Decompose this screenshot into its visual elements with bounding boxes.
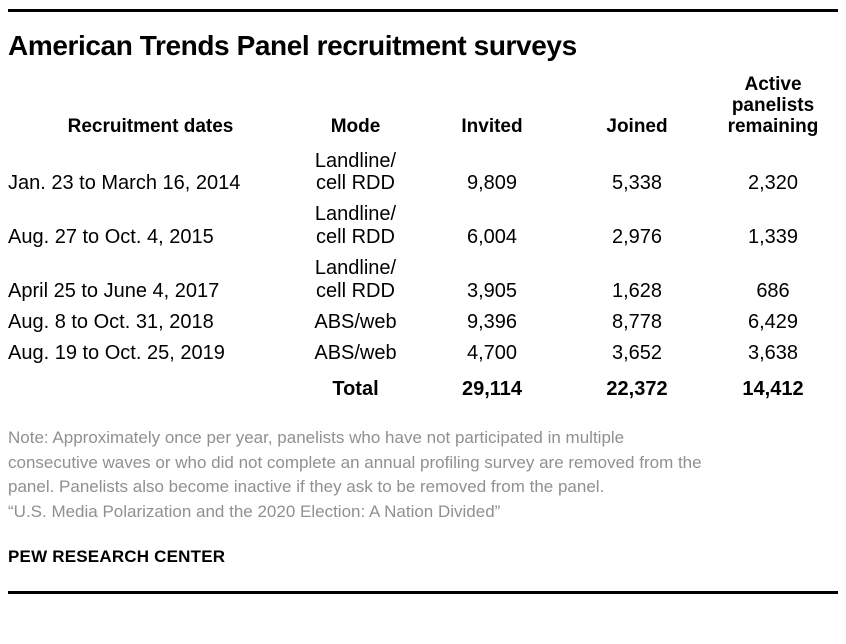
- active-cell: 1,339: [747, 225, 799, 248]
- col-header-mode: Mode: [330, 116, 381, 138]
- col-header-active-panelists-remaining: Active panelists remaining: [727, 73, 819, 138]
- invited-cell: 6,004: [466, 225, 518, 248]
- table-row: Jan. 23 to March 16, 2014 Landline/ cell…: [8, 141, 838, 195]
- mode-cell: Landline/ cell RDD: [314, 149, 397, 194]
- col-header-joined: Joined: [606, 116, 668, 138]
- figure-page: American Trends Panel recruitment survey…: [0, 9, 846, 644]
- dates-cell: Jan. 23 to March 16, 2014: [8, 171, 241, 194]
- joined-cell: 3,652: [611, 342, 663, 365]
- dates-cell: Aug. 19 to Oct. 25, 2019: [8, 342, 225, 365]
- invited-cell: 3,905: [466, 279, 518, 302]
- note-block: Note: Approximately once per year, panel…: [8, 426, 838, 525]
- total-active: 14,412: [742, 377, 804, 400]
- table-row: Aug. 27 to Oct. 4, 2015 Landline/ cell R…: [8, 194, 838, 248]
- mode-cell: ABS/web: [314, 342, 397, 365]
- table-row: Aug. 8 to Oct. 31, 2018 ABS/web 9,396 8,…: [8, 302, 838, 333]
- table-row: Aug. 19 to Oct. 25, 2019 ABS/web 4,700 3…: [8, 333, 838, 364]
- total-row: Total 29,114 22,372 14,412: [8, 365, 838, 400]
- top-rule: [8, 9, 838, 12]
- joined-cell: 8,778: [611, 310, 663, 333]
- mode-cell: Landline/ cell RDD: [314, 257, 397, 302]
- active-cell: 3,638: [747, 342, 799, 365]
- header-row: Recruitment dates Mode Invited Joined Ac…: [8, 74, 838, 141]
- page-title: American Trends Panel recruitment survey…: [8, 30, 577, 61]
- total-label: Total: [332, 377, 379, 400]
- active-cell: 686: [756, 279, 790, 302]
- invited-cell: 9,396: [466, 310, 518, 333]
- dates-cell: April 25 to June 4, 2017: [8, 279, 220, 302]
- mode-cell: ABS/web: [314, 310, 397, 333]
- total-invited: 29,114: [461, 377, 523, 400]
- invited-cell: 4,700: [466, 342, 518, 365]
- dates-cell: Aug. 8 to Oct. 31, 2018: [8, 310, 214, 333]
- note-text: Note: Approximately once per year, panel…: [8, 428, 702, 497]
- source-line: “U.S. Media Polarization and the 2020 El…: [8, 502, 501, 522]
- mode-cell: Landline/ cell RDD: [314, 203, 397, 248]
- recruitment-table: Recruitment dates Mode Invited Joined Ac…: [8, 74, 838, 400]
- joined-cell: 1,628: [611, 279, 663, 302]
- invited-cell: 9,809: [466, 171, 518, 194]
- col-header-invited: Invited: [461, 116, 523, 138]
- total-joined: 22,372: [606, 377, 668, 400]
- active-cell: 2,320: [747, 171, 799, 194]
- total-dates-cell: [8, 365, 293, 400]
- dates-cell: Aug. 27 to Oct. 4, 2015: [8, 225, 214, 248]
- table-row: April 25 to June 4, 2017 Landline/ cell …: [8, 248, 838, 302]
- pew-research-center-branding: PEW RESEARCH CENTER: [8, 546, 226, 566]
- col-header-recruitment-dates: Recruitment dates: [67, 116, 234, 138]
- bottom-rule: [8, 590, 838, 594]
- joined-cell: 2,976: [611, 225, 663, 248]
- joined-cell: 5,338: [611, 171, 663, 194]
- active-cell: 6,429: [747, 310, 799, 333]
